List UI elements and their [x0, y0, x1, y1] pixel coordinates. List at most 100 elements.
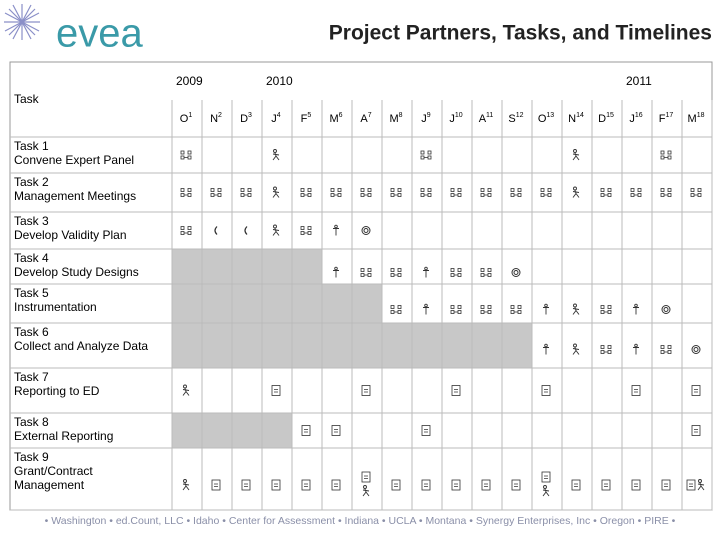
- icon-meeting: [330, 188, 342, 197]
- icon-part: [300, 226, 305, 230]
- month-label: M18: [688, 112, 705, 125]
- icon-part: [210, 193, 215, 197]
- icon-meeting: [300, 188, 312, 197]
- icon-part: [601, 479, 611, 491]
- icon-part: [634, 389, 638, 393]
- icon-part: [427, 155, 432, 160]
- month-letter: O: [538, 113, 547, 125]
- month-label: A11: [479, 112, 494, 125]
- icon-part: [690, 188, 695, 192]
- month-label: M8: [389, 112, 402, 125]
- icon-person: [572, 343, 580, 355]
- icon-meeting: [600, 305, 612, 314]
- icon-part: [451, 479, 461, 491]
- icon-part: [301, 479, 311, 491]
- month-letter: J: [271, 113, 277, 125]
- icon-part: [331, 425, 341, 436]
- icon-part: [300, 193, 305, 197]
- icon-part: [361, 471, 371, 483]
- icon-part: [660, 345, 665, 349]
- icon-part: [697, 193, 702, 197]
- icon-figure: [423, 303, 429, 315]
- icon-meeting: [690, 188, 702, 197]
- icon-part: [694, 429, 698, 433]
- task-name: Instrumentation: [14, 300, 97, 314]
- icon-part: [420, 155, 425, 160]
- icon-person: [542, 485, 550, 497]
- icon-person: [362, 485, 370, 497]
- icon-part: [180, 188, 185, 192]
- icon-part: [423, 307, 429, 315]
- icon-part: [607, 350, 612, 354]
- icon-document: [301, 479, 311, 491]
- icon-meeting: [390, 305, 402, 314]
- task-name: External Reporting: [14, 429, 113, 443]
- icon-part: [247, 193, 252, 197]
- icon-meeting: [660, 150, 672, 160]
- icon-person: [272, 186, 280, 198]
- icon-part: [420, 150, 425, 155]
- icon-part: [424, 429, 428, 433]
- icon-figure: [543, 303, 549, 315]
- icon-part: [300, 231, 305, 235]
- icon-part: [573, 149, 577, 153]
- month-number: 9: [427, 112, 431, 119]
- task-name: Task 5: [14, 286, 49, 300]
- icon-part: [634, 303, 638, 308]
- icon-meeting: [300, 226, 312, 235]
- month-number: 6: [339, 112, 343, 119]
- icon-document: [451, 479, 461, 491]
- icon-part: [182, 482, 190, 491]
- icon-part: [272, 190, 280, 198]
- icon-part: [271, 385, 281, 396]
- icon-part: [397, 193, 402, 197]
- task-name: Task 9: [14, 450, 49, 464]
- icon-person: [182, 384, 190, 396]
- month-letter: D: [240, 113, 248, 125]
- month-label: S12: [508, 112, 523, 125]
- icon-part: [542, 488, 550, 497]
- inactive-span: [172, 249, 322, 284]
- icon-part: [663, 307, 669, 312]
- icon-part: [424, 266, 428, 271]
- icon-meeting: [510, 188, 522, 197]
- icon-part: [480, 188, 485, 192]
- month-label: A7: [360, 112, 371, 125]
- icon-part: [427, 150, 432, 155]
- icon-meeting: [480, 305, 492, 314]
- icon-part: [660, 155, 665, 160]
- icon-meeting: [510, 305, 522, 314]
- month-letter: N: [210, 113, 218, 125]
- icon-part: [544, 343, 548, 348]
- icon-milestone: [691, 345, 701, 354]
- month-number: 5: [307, 112, 311, 119]
- icon-part: [487, 188, 492, 192]
- icon-part: [510, 193, 515, 197]
- icon-part: [187, 231, 192, 235]
- icon-part: [457, 193, 462, 197]
- icon-part: [514, 483, 518, 487]
- icon-document: [631, 479, 641, 491]
- icon-part: [390, 188, 395, 192]
- icon-part: [660, 193, 665, 197]
- icon-part: [183, 479, 187, 483]
- icon-meeting: [180, 226, 192, 235]
- icon-part: [661, 305, 671, 314]
- icon-document: [686, 479, 696, 491]
- month-number: 18: [697, 112, 705, 119]
- icon-part: [367, 268, 372, 272]
- month-letter: M: [389, 113, 398, 125]
- icon-part: [543, 485, 547, 489]
- icon-part: [180, 155, 185, 160]
- icon-part: [693, 347, 699, 352]
- month-letter: J: [629, 113, 635, 125]
- icon-part: [187, 226, 192, 230]
- icon-milestone: [361, 226, 371, 235]
- icon-part: [390, 193, 395, 197]
- month-number: 11: [486, 112, 493, 119]
- icon-part: [367, 188, 372, 192]
- icon-part: [330, 188, 335, 192]
- icon-part: [694, 389, 698, 393]
- icon-part: [244, 483, 248, 487]
